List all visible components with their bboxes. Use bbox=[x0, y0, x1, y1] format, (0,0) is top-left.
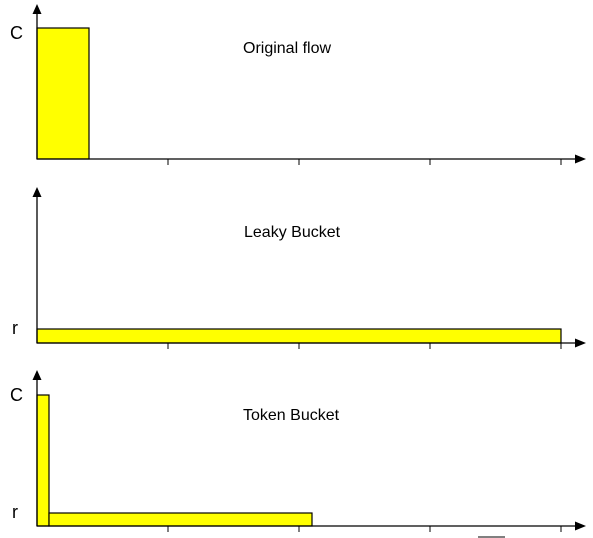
leaky-bucket-title: Leaky Bucket bbox=[244, 224, 341, 241]
token-bucket-burst-bar bbox=[36, 394, 50, 527]
panel-token-bucket: C r Token Bucket bbox=[10, 370, 586, 538]
panel-original-flow: C Original flow bbox=[10, 4, 586, 165]
original-flow-x-axis-arrow-icon bbox=[575, 154, 586, 164]
leaky-bucket-x-ticks bbox=[167, 343, 562, 349]
token-bucket-x-axis-arrow-icon bbox=[575, 521, 586, 531]
token-bucket-rate-bar bbox=[48, 512, 313, 527]
token-bucket-y-label-c: C bbox=[10, 385, 23, 405]
token-bucket-y-axis-arrow-icon bbox=[32, 370, 42, 380]
original-flow-y-axis-arrow-icon bbox=[32, 4, 42, 14]
leaky-bucket-x-axis-arrow-icon bbox=[575, 338, 586, 348]
leaky-bucket-y-label-r: r bbox=[12, 318, 18, 338]
leaky-bucket-rate-bar bbox=[36, 328, 562, 344]
original-flow-x-ticks bbox=[167, 159, 562, 165]
original-flow-burst-bar bbox=[36, 27, 90, 160]
token-bucket-title: Token Bucket bbox=[243, 407, 340, 424]
leaky-bucket-y-axis-arrow-icon bbox=[32, 187, 42, 197]
original-flow-title: Original flow bbox=[243, 40, 331, 57]
token-bucket-x-ticks bbox=[167, 526, 562, 532]
token-bucket-y-label-r: r bbox=[12, 502, 18, 522]
original-flow-y-label-c: C bbox=[10, 23, 23, 43]
panel-leaky-bucket: r Leaky Bucket bbox=[12, 187, 586, 349]
